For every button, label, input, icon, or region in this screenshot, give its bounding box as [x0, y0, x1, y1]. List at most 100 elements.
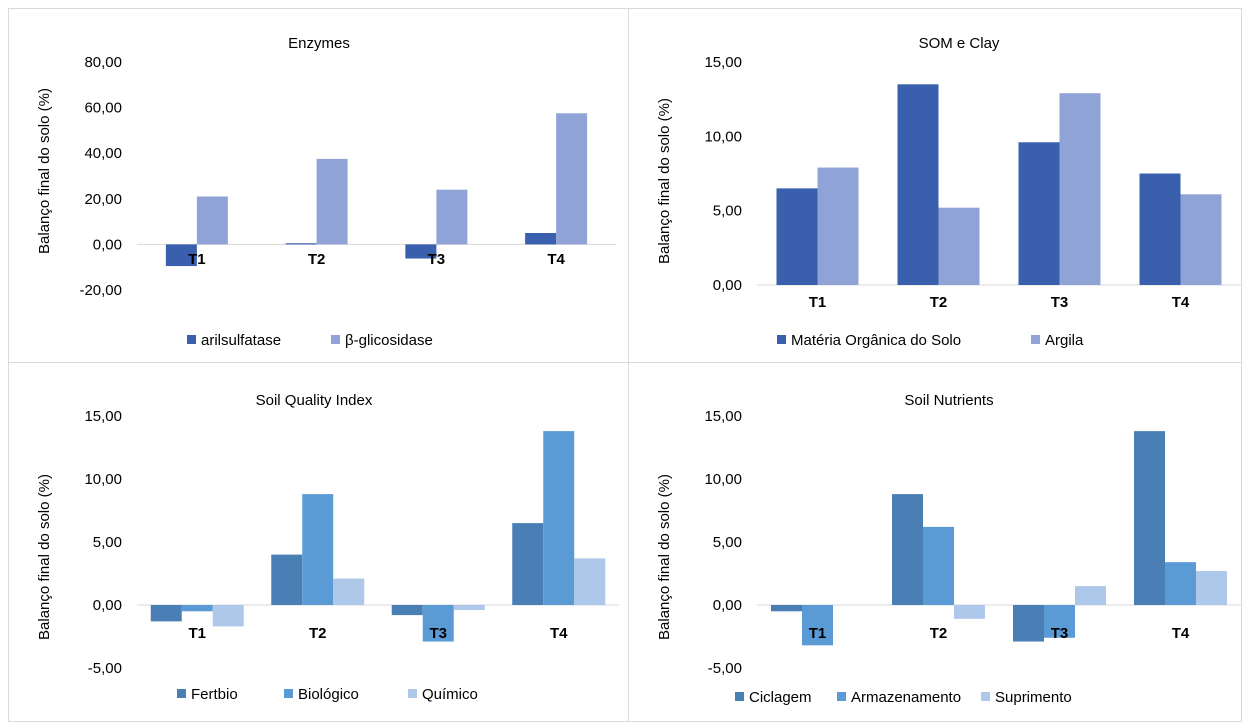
- bar: [892, 494, 923, 605]
- category-label: T1: [809, 294, 827, 311]
- category-label: T2: [308, 251, 326, 268]
- y-axis-label: Balanço final do solo (%): [656, 474, 673, 640]
- y-axis-label: Balanço final do solo (%): [36, 88, 53, 254]
- y-tick-label: 5,00: [93, 534, 122, 551]
- bar: [556, 113, 588, 245]
- y-tick-label: 10,00: [84, 471, 122, 488]
- y-tick-label: 10,00: [704, 128, 742, 145]
- y-tick-label: 15,00: [704, 54, 742, 71]
- chart-title: Soil Nutrients: [904, 392, 993, 409]
- legend-swatch: [177, 689, 186, 698]
- bar: [897, 84, 939, 285]
- chart-panel-enzymes: Enzymes Balanço final do solo (%) 80,00 6…: [8, 8, 629, 363]
- y-tick-label: 5,00: [713, 534, 742, 551]
- bar: [525, 233, 557, 245]
- y-tick-label: 20,00: [84, 191, 122, 208]
- category-label: T3: [428, 251, 446, 268]
- legend-swatch: [408, 689, 417, 698]
- category-label: T1: [188, 251, 206, 268]
- category-label: T2: [930, 294, 948, 311]
- chart-title: Soil Quality Index: [256, 392, 373, 409]
- bar: [1018, 142, 1060, 285]
- bar: [422, 605, 454, 642]
- legend-label: β-glicosidase: [345, 332, 433, 349]
- legend-label: Matéria Orgânica do Solo: [791, 332, 961, 349]
- bar: [1044, 605, 1075, 638]
- y-tick-label: 0,00: [713, 597, 742, 614]
- legend-label: Armazenamento: [851, 689, 961, 706]
- legend-swatch: [777, 335, 786, 344]
- chart-panel-soil-nutrients: Soil Nutrients Balanço final do solo (%)…: [628, 362, 1242, 722]
- legend-label: arilsulfatase: [201, 332, 281, 349]
- bar: [212, 605, 244, 627]
- bar: [817, 167, 859, 285]
- bar: [954, 605, 985, 619]
- bar: [165, 244, 197, 267]
- y-tick-label: 80,00: [84, 54, 122, 71]
- y-tick-label: 10,00: [704, 471, 742, 488]
- bar: [196, 196, 228, 245]
- chart-panel-som-clay: SOM e Clay Balanço final do solo (%) 15,…: [628, 8, 1242, 363]
- som-clay-chart: SOM e Clay Balanço final do solo (%) 15,…: [656, 35, 1241, 349]
- soil-nutrients-chart: Soil Nutrients Balanço final do solo (%)…: [656, 392, 1241, 706]
- legend-swatch: [735, 692, 744, 701]
- legend-swatch: [981, 692, 990, 701]
- category-label: T4: [1172, 294, 1190, 311]
- chart-title: Enzymes: [288, 35, 350, 52]
- legend-label: Fertbio: [191, 686, 238, 703]
- bar: [1196, 570, 1227, 605]
- bar: [150, 605, 182, 622]
- bar: [1134, 431, 1165, 605]
- bar: [1139, 173, 1181, 285]
- y-tick-label: -5,00: [708, 660, 742, 677]
- y-tick-label: 0,00: [93, 236, 122, 253]
- bar: [316, 158, 348, 245]
- legend-swatch: [284, 689, 293, 698]
- legend-label: Ciclagem: [749, 689, 812, 706]
- bar: [1059, 93, 1101, 285]
- category-label: T4: [550, 625, 568, 642]
- legend-swatch: [331, 335, 340, 344]
- y-axis-label: Balanço final do solo (%): [656, 98, 673, 264]
- y-tick-label: -20,00: [79, 282, 122, 299]
- legend-swatch: [1031, 335, 1040, 344]
- y-tick-label: 40,00: [84, 145, 122, 162]
- y-tick-label: 0,00: [713, 277, 742, 294]
- category-label: T3: [1051, 625, 1069, 642]
- bar: [802, 605, 833, 646]
- bar: [285, 243, 317, 245]
- enzymes-chart: Enzymes Balanço final do solo (%) 80,00 6…: [36, 35, 616, 349]
- category-label: T2: [309, 625, 327, 642]
- legend-label: Químico: [422, 686, 478, 703]
- legend-label: Argila: [1045, 332, 1084, 349]
- y-tick-label: 60,00: [84, 100, 122, 117]
- y-tick-label: 15,00: [704, 408, 742, 425]
- legend-label: Biológico: [298, 686, 359, 703]
- category-label: T3: [429, 625, 447, 642]
- legend-swatch: [187, 335, 196, 344]
- bar: [543, 431, 575, 605]
- chart-panel-soil-quality-index: Soil Quality Index Balanço final do solo…: [8, 362, 629, 722]
- bar: [181, 605, 213, 612]
- bar: [391, 605, 423, 616]
- category-label: T1: [188, 625, 206, 642]
- category-label: T4: [547, 251, 565, 268]
- bar: [1180, 194, 1222, 285]
- bar: [333, 578, 365, 605]
- bar: [453, 605, 485, 611]
- y-tick-label: 5,00: [713, 203, 742, 220]
- category-label: T2: [930, 625, 948, 642]
- bar: [302, 494, 334, 605]
- bar: [771, 605, 802, 612]
- category-label: T4: [1172, 625, 1190, 642]
- bar: [776, 188, 818, 285]
- legend-label: Suprimento: [995, 689, 1072, 706]
- bar: [574, 558, 606, 605]
- legend-swatch: [837, 692, 846, 701]
- y-tick-label: -5,00: [88, 660, 122, 677]
- bar: [938, 207, 980, 285]
- bar: [405, 244, 437, 259]
- chart-title: SOM e Clay: [919, 35, 1000, 52]
- bar: [923, 526, 954, 605]
